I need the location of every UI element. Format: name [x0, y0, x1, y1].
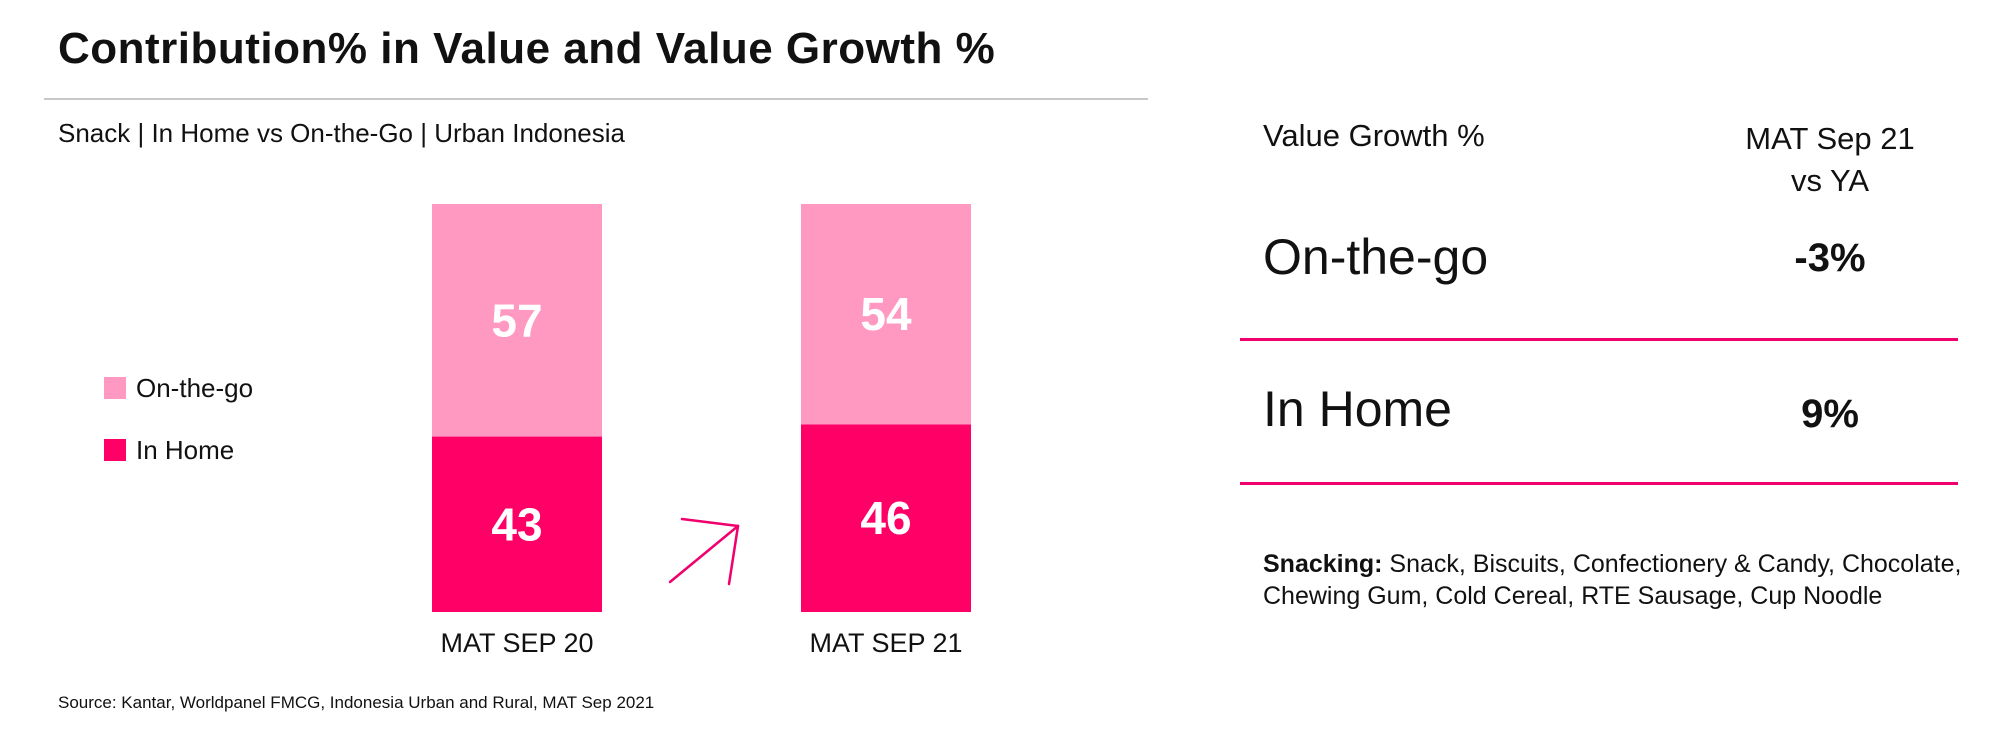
table-header-period-line2: vs YA — [1790, 163, 1870, 198]
data-label-in-home-mat-sep-20: 43 — [491, 498, 542, 550]
legend-swatch-on-the-go — [104, 377, 126, 399]
legend-swatch-in-home — [104, 439, 126, 461]
data-label-on-the-go-mat-sep-21: 54 — [860, 288, 912, 340]
category-label-mat-sep-20: MAT SEP 20 — [440, 628, 593, 658]
bar-in-home-mat-sep-21 — [801, 424, 971, 612]
page-title: Contribution% in Value and Value Growth … — [58, 24, 996, 73]
chart-legend: On-the-go In Home — [104, 370, 253, 494]
data-label-on-the-go-mat-sep-20: 57 — [491, 294, 542, 346]
data-label-in-home-mat-sep-21: 46 — [860, 492, 911, 544]
table-header-metric: Value Growth % — [1263, 118, 1485, 153]
source-note: Source: Kantar, Worldpanel FMCG, Indones… — [58, 693, 655, 712]
footnote: Snacking: Snack, Biscuits, Confectionery… — [1263, 548, 1963, 612]
legend-label-in-home: In Home — [136, 434, 235, 465]
bar-in-home-mat-sep-20 — [432, 436, 602, 612]
legend-item-in-home: In Home — [104, 432, 253, 468]
bar-on-the-go-mat-sep-21 — [801, 204, 971, 425]
footnote-text: Snack, Biscuits, Confectionery & Candy, … — [1263, 550, 1962, 610]
category-label-mat-sep-21: MAT SEP 21 — [809, 628, 962, 658]
title-divider — [44, 98, 1148, 100]
legend-item-on-the-go: On-the-go — [104, 370, 253, 406]
footnote-label: Snacking: — [1263, 550, 1383, 578]
stacked-bar-chart: 43 57 MAT SEP 20 46 54 MAT SEP 21 — [432, 204, 971, 658]
table-header-period: MAT Sep 21 vs YA — [1700, 118, 1960, 202]
growth-row-label-in-home: In Home — [1263, 381, 1452, 437]
growth-row-value-on-the-go: -3% — [1794, 236, 1866, 280]
table-row-divider — [1240, 338, 1958, 341]
table-bottom-divider — [1240, 482, 1958, 485]
table-header-period-line1: MAT Sep 21 — [1745, 121, 1915, 156]
upward-arrow-icon — [668, 517, 740, 586]
bar-on-the-go-mat-sep-20 — [432, 204, 602, 437]
growth-row-value-in-home: 9% — [1801, 392, 1859, 436]
growth-row-label-on-the-go: On-the-go — [1263, 229, 1489, 285]
chart-subtitle: Snack | In Home vs On-the-Go | Urban Ind… — [58, 118, 625, 148]
legend-label-on-the-go: On-the-go — [136, 372, 254, 403]
